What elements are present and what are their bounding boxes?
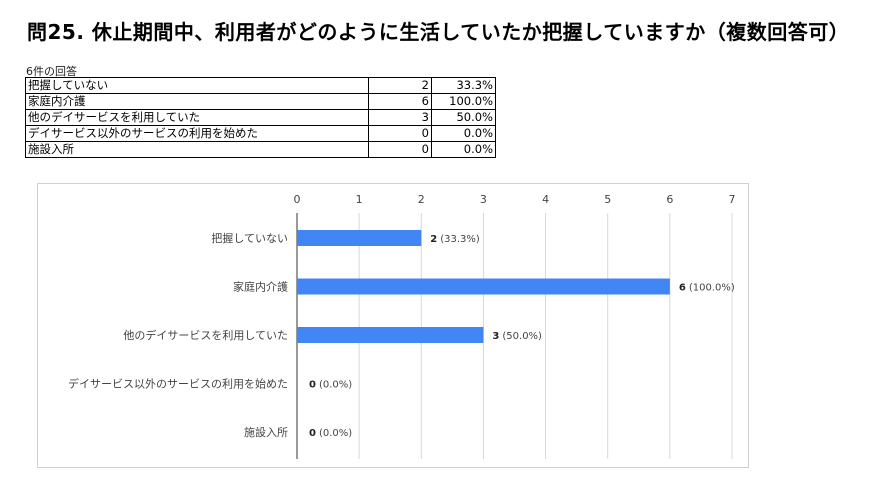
table-row: 施設入所 0 0.0%	[25, 141, 496, 158]
table-row: 家庭内介護 6 100.0%	[25, 93, 496, 110]
row-count: 3	[368, 109, 432, 126]
row-percent: 50.0%	[431, 109, 496, 126]
row-count: 2	[368, 77, 432, 94]
category-label: 他のデイサービスを利用していた	[123, 328, 288, 342]
row-percent: 100.0%	[431, 93, 496, 110]
row-label: 施設入所	[25, 141, 369, 158]
category-label: デイサービス以外のサービスの利用を始めた	[68, 377, 288, 391]
data-label-percent: (0.0%)	[319, 428, 352, 439]
data-label: 0 (0.0%)	[309, 380, 352, 391]
summary-table: 把握していない 2 33.3% 家庭内介護 6 100.0% 他のデイサービスを…	[25, 77, 496, 158]
data-label: 2 (33.3%)	[430, 234, 480, 245]
page-title: 問25. 休止期間中、利用者がどのように生活していたか把握していますか（複数回答…	[27, 20, 850, 44]
table-row: 把握していない 2 33.3%	[25, 77, 496, 94]
data-label-value: 3	[492, 331, 499, 342]
data-label: 6 (100.0%)	[679, 283, 735, 294]
row-count: 0	[368, 141, 432, 158]
data-label-value: 0	[309, 428, 316, 439]
response-count-label: 6件の回答	[26, 65, 77, 78]
row-count: 6	[368, 93, 432, 110]
tick-label: 6	[666, 193, 673, 206]
row-label: 家庭内介護	[25, 93, 369, 110]
bar	[297, 278, 670, 295]
data-label-percent: (0.0%)	[319, 380, 352, 391]
row-percent: 0.0%	[431, 125, 496, 142]
row-label: 他のデイサービスを利用していた	[25, 109, 369, 126]
row-percent: 33.3%	[431, 77, 496, 94]
tick-label: 3	[480, 193, 487, 206]
tick-label: 4	[542, 193, 549, 206]
data-label-value: 0	[309, 380, 316, 391]
tick-label: 2	[418, 193, 425, 206]
bar	[297, 327, 484, 343]
chart-panel: 0 1 2 3 4 5 6 7 把握していない 2 (33.3%) 家庭内介護 6 (100.0%) 他のデ…	[37, 183, 749, 468]
data-label-percent: (50.0%)	[502, 331, 542, 342]
category-label: 家庭内介護	[233, 280, 288, 294]
data-label-value: 6	[679, 283, 686, 294]
tick-label: 7	[729, 193, 736, 206]
data-label: 0 (0.0%)	[309, 428, 352, 439]
category-label: 把握していない	[211, 231, 288, 245]
data-label: 3 (50.0%)	[492, 331, 542, 342]
row-count: 0	[368, 125, 432, 142]
row-percent: 0.0%	[431, 141, 496, 158]
data-label-percent: (33.3%)	[440, 234, 480, 245]
table-row: 他のデイサービスを利用していた 3 50.0%	[25, 109, 496, 126]
category-label: 施設入所	[244, 425, 288, 439]
data-label-value: 2	[430, 234, 437, 245]
row-label: 把握していない	[25, 77, 369, 94]
data-label-percent: (100.0%)	[689, 283, 735, 294]
table-row: デイサービス以外のサービスの利用を始めた 0 0.0%	[25, 125, 496, 142]
tick-label: 5	[604, 193, 611, 206]
tick-label: 1	[356, 193, 363, 206]
bar	[297, 230, 422, 246]
row-label: デイサービス以外のサービスの利用を始めた	[25, 125, 369, 142]
tick-label: 0	[294, 193, 301, 206]
